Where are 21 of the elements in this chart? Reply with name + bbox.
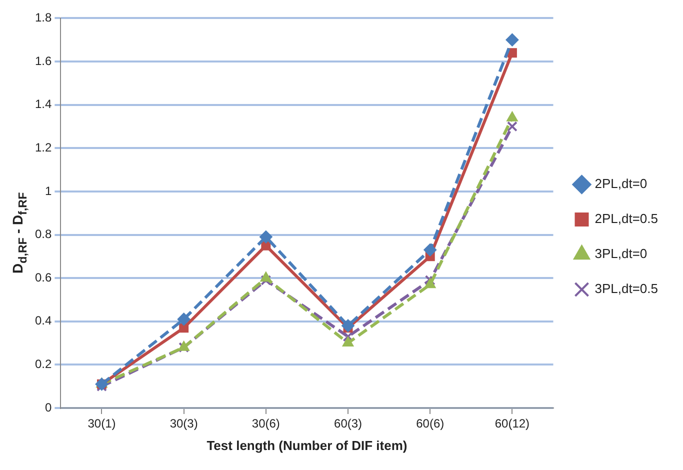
y-tick-label: 1.6 — [34, 54, 52, 68]
y-tick-label: 1.8 — [34, 10, 52, 25]
legend-label: 3PL,dt=0 — [594, 246, 648, 262]
x-tick-label: 30(3) — [170, 416, 198, 431]
y-tick-label: 1.2 — [34, 140, 52, 154]
x-tick-label: 60(12) — [494, 416, 530, 431]
y-tick-label: 1.4 — [34, 97, 52, 112]
y-tick-label: 0.2 — [34, 357, 52, 371]
x-axis-title: Test length (Number of DIF item) — [206, 438, 408, 453]
legend-label: 2PL,dt=0.5 — [594, 211, 658, 226]
legend-label: 3PL,dt=0.5 — [594, 281, 658, 296]
y-tick-label: 0.8 — [34, 227, 52, 242]
x-tick-label: 30(1) — [88, 416, 116, 431]
y-tick-label: 0 — [44, 400, 52, 414]
x-tick-label: 30(6) — [252, 416, 280, 431]
y-tick-label: 0.4 — [34, 314, 52, 328]
x-tick-label: 60(6) — [416, 416, 444, 431]
legend-label: 2PL,dt=0 — [594, 176, 648, 192]
y-tick-label: 0.6 — [34, 270, 52, 284]
y-tick-label: 1 — [44, 184, 52, 198]
x-tick-label: 60(3) — [334, 416, 362, 431]
